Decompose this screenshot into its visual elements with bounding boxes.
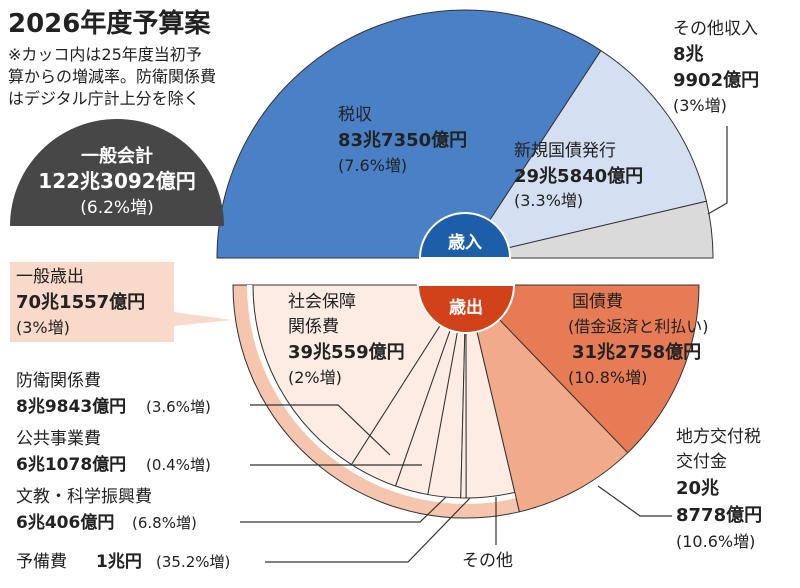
general-expenditure-change: (3%増) xyxy=(16,318,70,337)
defense-amount: 8兆9843億円 xyxy=(16,396,126,417)
leader-line xyxy=(240,496,447,523)
debt-change: (10.8%増) xyxy=(568,368,647,387)
debt-amount: 31兆2758億円 xyxy=(572,341,701,363)
revenue-pie xyxy=(216,9,714,259)
tax-label: 税収 xyxy=(338,105,372,125)
revenue-slice xyxy=(216,9,602,259)
debt-sublabel: (借金返済と利払い) xyxy=(568,317,709,336)
general-expenditure-box xyxy=(10,262,232,342)
local-amount: 20兆 xyxy=(676,478,719,499)
local-label: 交付金 xyxy=(676,452,727,472)
social-label: 関係費 xyxy=(288,317,339,337)
revenue-slice xyxy=(463,49,708,259)
revenue-badge-label: 歳入 xyxy=(448,232,482,253)
tax-amount: 83兆7350億円 xyxy=(338,129,467,151)
general-expenditure-label: 一般歳出 xyxy=(16,267,84,287)
note-line: ※カッコ内は25年度当初予 xyxy=(8,45,202,64)
public-works-amount: 6兆1078億円 xyxy=(16,454,126,475)
local-label: 地方交付税 xyxy=(676,427,761,447)
leader-line xyxy=(597,485,672,517)
note-line: はデジタル庁計上分を除く xyxy=(8,89,200,108)
leader-line xyxy=(707,126,728,215)
defense-label: 防衛関係費 xyxy=(16,371,101,391)
reserve-amount: 1兆円 xyxy=(96,552,142,572)
other-revenue-amount: 9902億円 xyxy=(673,69,759,91)
revenue-badge xyxy=(418,212,512,259)
other-revenue-amount: 8兆 xyxy=(673,44,704,65)
bonds-amount: 29兆5840億円 xyxy=(514,165,643,187)
general-account-change: (6.2%増) xyxy=(80,198,153,218)
leader-line xyxy=(250,404,391,456)
social-label: 社会保障 xyxy=(288,292,356,312)
expenditure-slice xyxy=(465,283,629,513)
expenditure-pie xyxy=(232,283,700,519)
general-account-badge xyxy=(10,119,224,226)
defense-change: (3.6%増) xyxy=(146,398,211,416)
public-works-change: (0.4%増) xyxy=(146,456,211,474)
expenditure-badge xyxy=(416,284,516,334)
leader-line xyxy=(265,497,471,563)
education-amount: 6兆406億円 xyxy=(16,512,114,533)
bonds-label: 新規国債発行 xyxy=(514,141,616,161)
expenditure-slice xyxy=(464,284,700,454)
general-expenditure-amount: 70兆1557億円 xyxy=(16,291,145,313)
social-change: (2%増) xyxy=(288,368,342,387)
bonds-change: (3.3%増) xyxy=(514,191,583,210)
tax-change: (7.6%増) xyxy=(338,156,407,175)
debt-label: 国債費 xyxy=(572,292,623,312)
social-amount: 39兆559億円 xyxy=(288,341,405,363)
other-revenue-change: (3%増) xyxy=(673,96,727,115)
note-line: 算からの増減率。防衛関係費 xyxy=(8,67,216,86)
education-change: (6.8%増) xyxy=(132,514,197,532)
general-account-label: 一般会計 xyxy=(81,145,153,167)
revenue-slice xyxy=(464,200,714,259)
page-title: 2026年度予算案 xyxy=(8,8,211,39)
reserve-label: 予備費 xyxy=(16,552,67,572)
expenditure-badge-label: 歳出 xyxy=(449,297,483,318)
other-revenue-label: その他収入 xyxy=(673,19,758,39)
reserve-change: (35.2%増) xyxy=(156,553,230,571)
public-works-label: 公共事業費 xyxy=(16,429,101,449)
general-account-amount: 122兆3092億円 xyxy=(38,169,195,193)
local-amount: 8778億円 xyxy=(676,504,762,526)
education-label: 文教・科学振興費 xyxy=(16,487,152,507)
local-change: (10.6%増) xyxy=(676,532,755,551)
expenditure-slice xyxy=(252,284,467,466)
other-expenditure-label: その他 xyxy=(462,551,513,571)
